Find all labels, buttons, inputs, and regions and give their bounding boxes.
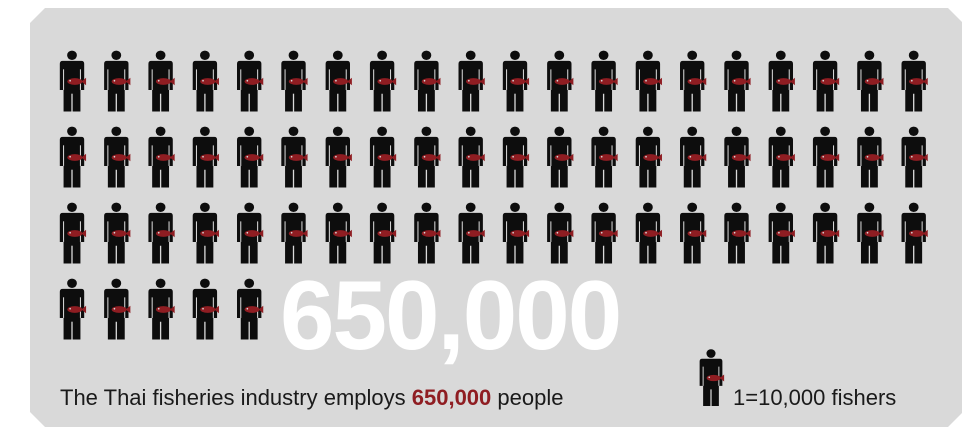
caption-highlight-number: 650,000 xyxy=(411,385,492,410)
legend-fisher-icon xyxy=(697,343,725,413)
panel-background xyxy=(30,8,962,427)
caption: The Thai fisheries industry employs 650,… xyxy=(60,385,563,411)
legend-label: 1=10,000 fishers xyxy=(733,385,897,410)
caption-text-after: people xyxy=(491,385,564,410)
caption-text-before: The Thai fisheries industry employs xyxy=(60,385,412,410)
headline-number: 650,000 xyxy=(280,260,622,370)
